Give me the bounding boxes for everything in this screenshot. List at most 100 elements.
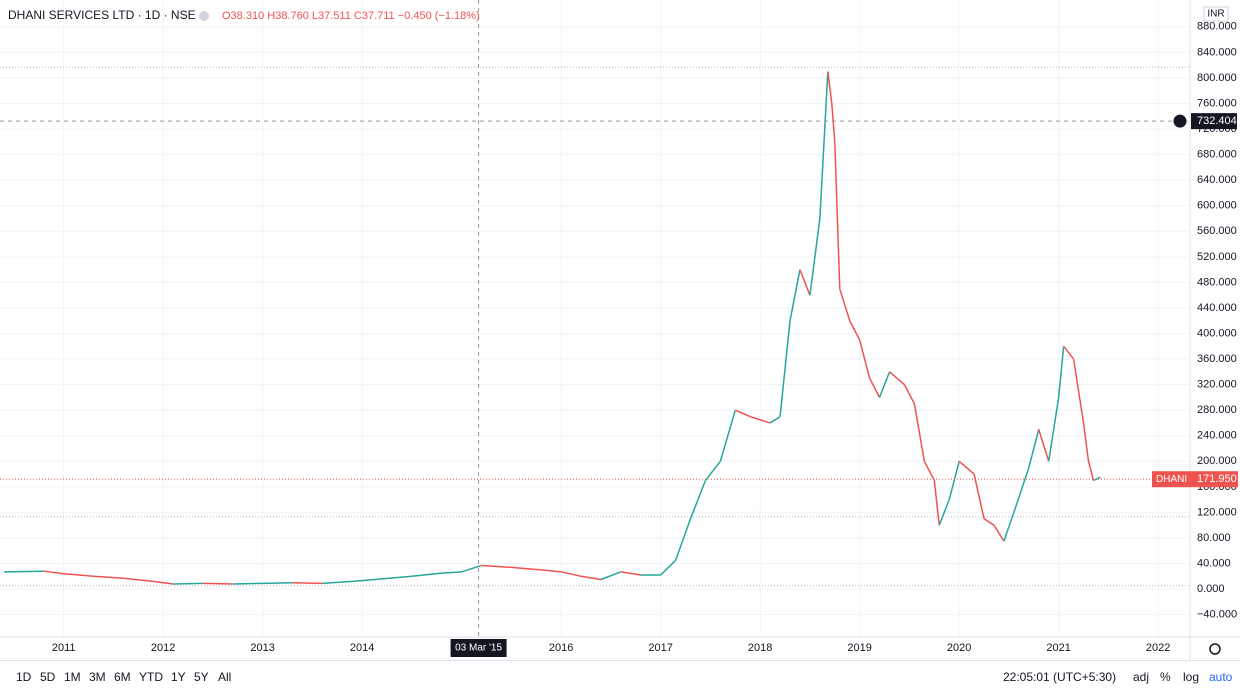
chart: −40.0000.00040.00080.000120.000160.00020…: [0, 0, 1240, 660]
y-tick-label: 0.000: [1197, 583, 1225, 595]
y-tick-label: 640.000: [1197, 174, 1237, 186]
price-segment: [1013, 467, 1030, 513]
price-segment: [123, 577, 154, 583]
price-segment: [749, 415, 771, 424]
scale-option[interactable]: log: [1183, 670, 1200, 684]
crosshair-y-label: 732.404: [1197, 115, 1237, 127]
price-segment: [1038, 429, 1050, 462]
price-segment: [352, 578, 383, 583]
price-segment: [1072, 358, 1085, 424]
price-segment: [173, 582, 203, 585]
range-button[interactable]: 1Y: [171, 670, 186, 684]
range-button[interactable]: 1D: [16, 670, 32, 684]
price-segment: [481, 564, 512, 569]
price-segment: [1003, 512, 1015, 542]
scale-option[interactable]: adj: [1133, 670, 1150, 684]
range-button[interactable]: YTD: [139, 670, 163, 684]
price-segment: [292, 581, 323, 585]
y-tick-label: 880.000: [1197, 21, 1237, 33]
currency[interactable]: INR: [1207, 9, 1224, 20]
price-segment: [1028, 429, 1040, 468]
price-segment: [704, 460, 721, 481]
currency-box[interactable]: [1203, 6, 1229, 22]
range-button[interactable]: 6M: [114, 670, 131, 684]
x-tick-label: 2012: [151, 642, 175, 654]
price-segment: [511, 566, 542, 571]
y-tick-label: 480.000: [1197, 276, 1237, 288]
x-tick-label: 2014: [350, 642, 374, 654]
crosshair-x-box: [450, 639, 507, 657]
x-tick-label: 2018: [748, 642, 772, 654]
price-segment: [993, 524, 1005, 542]
x-tick-label: 2017: [648, 642, 672, 654]
price-segment: [1047, 397, 1060, 462]
price-segment: [839, 288, 851, 321]
price-segment: [913, 403, 926, 462]
price-segment: [580, 575, 602, 581]
scale-option[interactable]: %: [1160, 670, 1171, 684]
range-button[interactable]: 3M: [89, 670, 106, 684]
price-segment: [948, 461, 960, 500]
price-segment: [868, 377, 881, 398]
y-tick-label: 280.000: [1197, 404, 1237, 416]
price-segment: [441, 571, 462, 574]
y-tick-label: 40.000: [1197, 557, 1231, 569]
price-segment: [561, 571, 582, 578]
y-tick-label: 800.000: [1197, 72, 1237, 84]
price-segment: [779, 320, 791, 417]
x-tick-label: 2011: [52, 642, 76, 654]
add-alert-icon[interactable]: [1172, 113, 1188, 129]
price-segment: [819, 71, 829, 219]
y-tick-label: 240.000: [1197, 430, 1237, 442]
price-segment: [734, 409, 751, 418]
price-segment: [878, 371, 891, 398]
price-segment: [43, 570, 64, 575]
price-segment: [789, 269, 801, 321]
price-segment: [202, 582, 233, 585]
price-segment: [834, 141, 841, 289]
range-button[interactable]: 5Y: [194, 670, 209, 684]
range-button[interactable]: 5D: [40, 670, 56, 684]
settings-icon[interactable]: [1209, 643, 1221, 655]
price-segment: [923, 460, 935, 481]
price-segment: [1082, 422, 1090, 462]
eye-icon[interactable]: [199, 11, 209, 21]
price-segment: [541, 569, 562, 573]
y-tick-label: 320.000: [1197, 379, 1237, 391]
ohlc: O38.310 H38.760 L37.511 C37.711 −0.450 (…: [222, 10, 480, 22]
crosshair-y-box: [1191, 113, 1237, 130]
price-segment: [411, 572, 442, 578]
y-tick-label: 120.000: [1197, 506, 1237, 518]
x-tick-label: 2021: [1046, 642, 1070, 654]
last-price-box: [1152, 471, 1238, 488]
price-segment: [63, 572, 94, 578]
toolbar: 1D 5D 1M 3M 6M YTD 1Y 5Y All 22:05:01 (UTC+5:30) a…: [0, 660, 1240, 694]
x-tick-label: 2022: [1146, 642, 1170, 654]
y-tick-label: 680.000: [1197, 149, 1237, 161]
price-segment: [719, 409, 737, 462]
y-tick-label: −40.000: [1197, 609, 1237, 621]
price-segment: [1063, 345, 1075, 360]
clock[interactable]: 22:05:01 (UTC+5:30): [1003, 670, 1117, 684]
price-segment: [232, 582, 263, 585]
background: [0, 0, 1240, 660]
scale-option[interactable]: auto: [1209, 670, 1233, 684]
price-segment: [933, 480, 941, 526]
price-segment: [674, 518, 692, 561]
price-segment: [689, 480, 707, 520]
price-segment: [262, 581, 293, 585]
range-button[interactable]: 1M: [64, 670, 81, 684]
symbol[interactable]: DHANI SERVICES LTD · 1D · NSE: [8, 8, 196, 22]
price-segment: [973, 473, 985, 519]
y-tick-label: 840.000: [1197, 46, 1237, 58]
price-segment: [958, 460, 975, 475]
x-tick-label: 2013: [250, 642, 274, 654]
y-tick-label: 400.000: [1197, 327, 1237, 339]
price-segment: [769, 415, 781, 424]
last-price-label: 171.950: [1197, 473, 1237, 485]
price-segment: [660, 559, 677, 576]
price-segment: [903, 384, 916, 405]
price-segment: [983, 518, 995, 526]
range-button[interactable]: All: [218, 670, 232, 684]
